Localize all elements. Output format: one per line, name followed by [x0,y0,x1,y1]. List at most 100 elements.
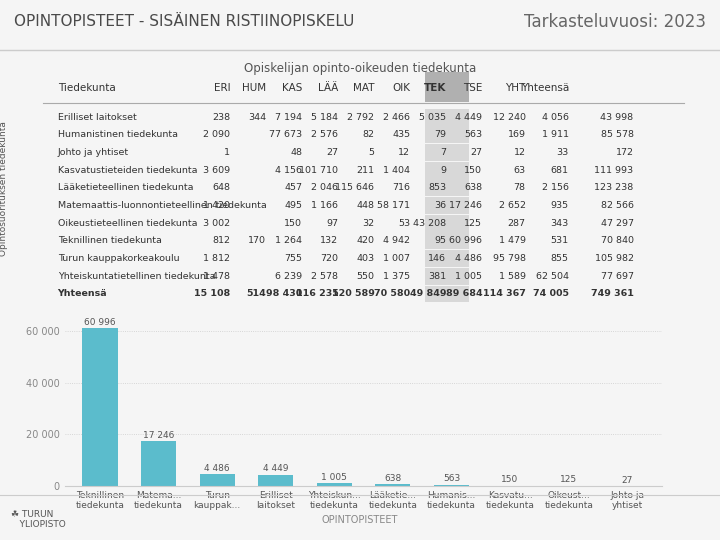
Text: 4 942: 4 942 [383,237,410,246]
Text: 150: 150 [501,475,518,484]
Text: 3 002: 3 002 [203,219,230,228]
FancyBboxPatch shape [425,233,469,249]
Text: Johto ja yhtiset: Johto ja yhtiset [58,148,129,157]
Text: 1 478: 1 478 [204,272,230,281]
Text: 4 486: 4 486 [204,464,230,473]
FancyBboxPatch shape [425,286,469,302]
Text: Kasvatustieteiden tiedekunta: Kasvatustieteiden tiedekunta [58,166,197,175]
FancyBboxPatch shape [425,215,469,232]
Text: 1 911: 1 911 [542,131,569,139]
Text: 79: 79 [434,131,446,139]
Text: 47 297: 47 297 [600,219,634,228]
Text: 495: 495 [284,201,302,210]
Text: 53: 53 [398,219,410,228]
Text: 2 046: 2 046 [311,184,338,192]
Text: 1 375: 1 375 [383,272,410,281]
Text: 2 090: 2 090 [204,131,230,139]
Text: 2 466: 2 466 [383,113,410,122]
Text: ☘ TURUN
   YLIOPISTO: ☘ TURUN YLIOPISTO [11,510,66,529]
Text: Lääketieteellinen tiedekunta: Lääketieteellinen tiedekunta [58,184,193,192]
Text: 27: 27 [470,148,482,157]
Text: 77 673: 77 673 [269,131,302,139]
Text: 82: 82 [362,131,374,139]
Text: 1 005: 1 005 [456,272,482,281]
Text: Erilliset laitokset: Erilliset laitokset [58,113,136,122]
Bar [434,484,469,486]
Text: 853: 853 [428,184,446,192]
Text: 755: 755 [284,254,302,263]
Text: 1 812: 1 812 [204,254,230,263]
Text: Oikeustieteellinen tiedekunta: Oikeustieteellinen tiedekunta [58,219,197,228]
Text: 43 998: 43 998 [600,113,634,122]
Text: 5: 5 [369,148,374,157]
Text: 1 007: 1 007 [383,254,410,263]
FancyBboxPatch shape [425,162,469,179]
Text: 1 166: 1 166 [311,201,338,210]
Text: 1 005: 1 005 [321,473,347,482]
Text: 403: 403 [356,254,374,263]
Text: 101 710: 101 710 [300,166,338,175]
FancyBboxPatch shape [425,109,469,126]
Text: Tiedekunta: Tiedekunta [58,83,115,93]
Text: 7: 7 [441,148,446,157]
Text: 6 239: 6 239 [275,272,302,281]
Text: TEK: TEK [424,83,446,93]
Text: 7 194: 7 194 [275,113,302,122]
Text: 855: 855 [551,254,569,263]
Text: 85 578: 85 578 [600,131,634,139]
Text: 60 996: 60 996 [84,318,116,327]
Text: Yhteiskuntatietellinen tiedekunta: Yhteiskuntatietellinen tiedekunta [58,272,215,281]
Text: 1: 1 [225,148,230,157]
Bar [199,475,235,486]
Bar [82,328,117,486]
Text: 550: 550 [356,272,374,281]
Text: 287: 287 [508,219,526,228]
Bar [141,442,176,486]
Text: 5 035: 5 035 [419,113,446,122]
Text: 638: 638 [464,184,482,192]
Text: YHT: YHT [505,83,526,93]
Text: 3 609: 3 609 [203,166,230,175]
Text: Teknillinen tiedekunta: Teknillinen tiedekunta [58,237,161,246]
FancyBboxPatch shape [425,250,469,267]
Bar [258,475,293,486]
Text: 150: 150 [284,219,302,228]
Text: Matemaattis-luonnontieteellinen tiedekunta: Matemaattis-luonnontieteellinen tiedekun… [58,201,266,210]
FancyBboxPatch shape [425,126,469,144]
Text: 211: 211 [356,166,374,175]
FancyBboxPatch shape [425,72,469,102]
FancyBboxPatch shape [425,197,469,214]
Text: 12 240: 12 240 [492,113,526,122]
Text: 2 652: 2 652 [498,201,526,210]
Text: 1 479: 1 479 [498,237,526,246]
Text: 4 486: 4 486 [456,254,482,263]
Text: 638: 638 [384,474,402,483]
Text: 17 246: 17 246 [449,201,482,210]
Text: Turun kauppakorkeakoulu: Turun kauppakorkeakoulu [58,254,179,263]
Text: 1 264: 1 264 [275,237,302,246]
Text: 4 156: 4 156 [275,166,302,175]
FancyBboxPatch shape [425,144,469,161]
Text: 74 005: 74 005 [533,289,569,299]
Text: 4 056: 4 056 [542,113,569,122]
FancyBboxPatch shape [425,179,469,197]
Text: 457: 457 [284,184,302,192]
Text: 36: 36 [434,201,446,210]
Text: 648: 648 [212,184,230,192]
Text: 4 449: 4 449 [263,464,289,473]
Text: 563: 563 [443,474,460,483]
Text: 60 996: 60 996 [449,237,482,246]
Text: 2 576: 2 576 [311,131,338,139]
Text: Opintosuorituksen tiedekunta: Opintosuorituksen tiedekunta [0,122,8,256]
Text: 115 646: 115 646 [336,184,374,192]
Text: 63: 63 [513,166,526,175]
Text: 32: 32 [362,219,374,228]
Text: 749 361: 749 361 [590,289,634,299]
Text: 70 840: 70 840 [600,237,634,246]
Text: 58 171: 58 171 [377,201,410,210]
Text: 78: 78 [513,184,526,192]
Text: 62 504: 62 504 [536,272,569,281]
Text: 116 235: 116 235 [296,289,338,299]
Text: 98 430: 98 430 [266,289,302,299]
Text: 1 404: 1 404 [383,166,410,175]
